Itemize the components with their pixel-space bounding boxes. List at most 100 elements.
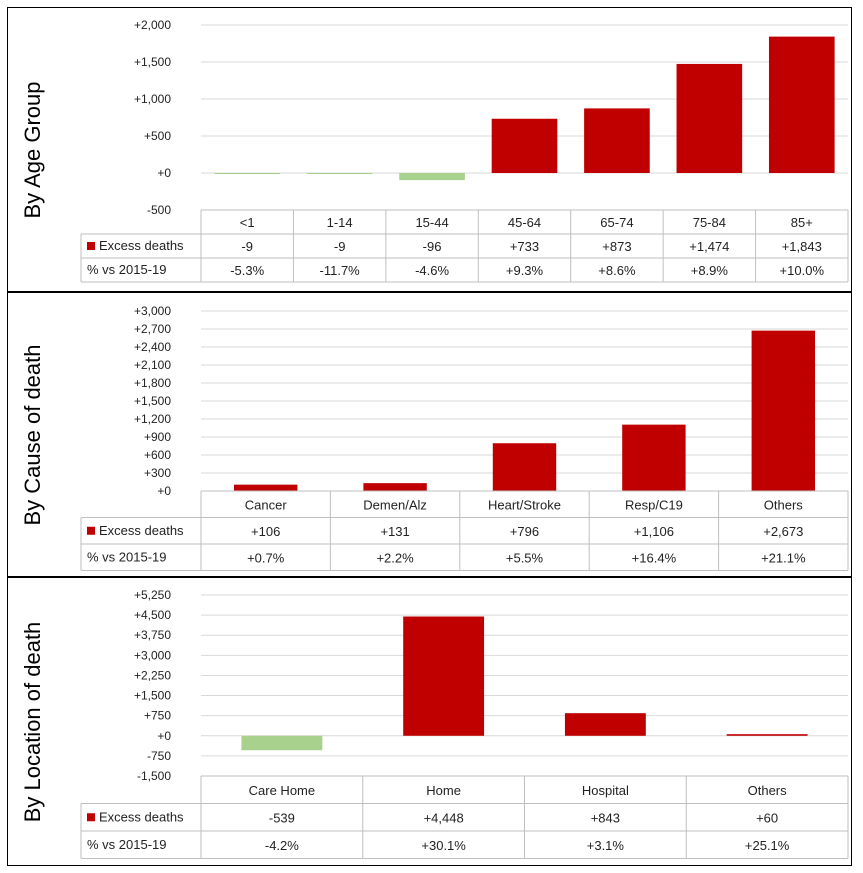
y-tick-label: +1,000: [134, 92, 171, 106]
excess-deaths-value: +106: [251, 524, 280, 539]
bar: [584, 108, 650, 173]
excess-deaths-value: +796: [510, 524, 539, 539]
row-label-excess: Excess deaths: [99, 809, 184, 824]
row-label-pct: % vs 2015-19: [87, 837, 167, 852]
pct-vs-2015-19-value: +8.6%: [598, 263, 636, 278]
category-label: 1-14: [327, 215, 353, 230]
y-tick-label: -1,500: [137, 769, 171, 783]
category-label: Hospital: [582, 783, 629, 798]
y-tick-label: +1,200: [134, 412, 171, 426]
y-tick-label: +600: [144, 448, 171, 462]
pct-vs-2015-19-value: +9.3%: [506, 263, 544, 278]
excess-deaths-value: +1,474: [689, 239, 729, 254]
panel-by-location: By Location of death -1,500 -750 +0 +750 +1,…: [7, 577, 852, 866]
category-label: Care Home: [249, 783, 315, 798]
excess-deaths-value: +2,673: [763, 524, 803, 539]
y-tick-label: +2,250: [134, 668, 171, 682]
pct-vs-2015-19-value: +0.7%: [247, 550, 285, 565]
y-tick-label: +2,000: [134, 18, 171, 32]
legend-swatch: [87, 242, 95, 250]
category-label: 15-44: [415, 215, 448, 230]
pct-vs-2015-19-value: -11.7%: [320, 263, 361, 278]
y-tick-label: +300: [144, 466, 171, 480]
pct-vs-2015-19-value: +16.4%: [632, 550, 677, 565]
bar: [363, 483, 427, 491]
bar: [214, 173, 281, 174]
excess-deaths-value: -96: [423, 239, 442, 254]
category-label: Others: [748, 783, 788, 798]
bar: [751, 330, 816, 491]
bar: [492, 443, 557, 491]
excess-deaths-value: -9: [241, 239, 253, 254]
pct-vs-2015-19-value: +2.2%: [376, 550, 414, 565]
bar: [233, 484, 298, 491]
excess-deaths-value: +131: [380, 524, 409, 539]
y-tick-label: +900: [144, 430, 171, 444]
y-tick-label: +3,000: [134, 304, 171, 318]
y-tick-label: +2,700: [134, 322, 171, 336]
excess-deaths-value: +733: [510, 239, 539, 254]
excess-deaths-value: -9: [334, 239, 346, 254]
y-tick-label: +0: [157, 166, 171, 180]
category-label: Heart/Stroke: [488, 497, 561, 512]
category-label: 85+: [791, 215, 813, 230]
y-tick-label: +1,500: [134, 394, 171, 408]
excess-deaths-value: +843: [591, 810, 620, 825]
category-label: Resp/C19: [625, 497, 683, 512]
bar: [491, 118, 558, 173]
legend-swatch: [87, 813, 95, 822]
pct-vs-2015-19-value: +8.9%: [691, 263, 729, 278]
panel-by-age-group: By Age Group -500 +0 +500 +1,000 +1,500 +2,00…: [7, 7, 852, 292]
pct-vs-2015-19-value: +21.1%: [761, 550, 806, 565]
y-tick-label: +2,100: [134, 358, 171, 372]
y-tick-label: +1,800: [134, 376, 171, 390]
pct-vs-2015-19-value: +5.5%: [506, 550, 544, 565]
bar: [306, 173, 373, 174]
excess-deaths-value: +873: [602, 239, 631, 254]
excess-deaths-value: +1,106: [634, 524, 674, 539]
category-label: Others: [764, 497, 804, 512]
pct-vs-2015-19-value: +25.1%: [745, 838, 790, 853]
y-tick-label: +4,500: [134, 608, 171, 622]
cause-chart: +0 +300 +600 +900 +1,200 +1,500 +1,800 +2,100 +2…: [80, 304, 849, 571]
category-label: 65-74: [600, 215, 633, 230]
category-label: 75-84: [693, 215, 726, 230]
bar: [399, 173, 465, 181]
location-chart: -1,500 -750 +0 +750 +1,500 +2,250 +3,000 +3,750…: [80, 588, 849, 859]
excess-deaths-value: +4,448: [424, 810, 464, 825]
bar: [676, 63, 743, 174]
y-tick-label: +750: [144, 709, 171, 723]
pct-vs-2015-19-value: -4.2%: [265, 838, 299, 853]
pct-vs-2015-19-value: -4.6%: [415, 263, 449, 278]
y-tick-label: -500: [147, 203, 171, 217]
excess-deaths-value: +60: [756, 810, 778, 825]
y-tick-label: +0: [157, 729, 171, 743]
pct-vs-2015-19-value: +30.1%: [421, 838, 466, 853]
legend-swatch: [87, 526, 95, 535]
row-label-excess: Excess deaths: [99, 238, 184, 253]
y-tick-label: +3,000: [134, 648, 171, 662]
y-tick-label: +3,750: [134, 628, 171, 642]
pct-vs-2015-19-value: +10.0%: [780, 263, 825, 278]
y-tick-label: -750: [147, 749, 171, 763]
category-label: Demen/Alz: [363, 497, 427, 512]
bar: [241, 735, 323, 751]
pct-vs-2015-19-value: +3.1%: [587, 838, 625, 853]
category-label: Home: [426, 783, 461, 798]
category-label: <1: [240, 215, 255, 230]
y-tick-label: +500: [144, 129, 171, 143]
category-label: 45-64: [508, 215, 541, 230]
bar: [768, 36, 835, 174]
pct-vs-2015-19-value: -5.3%: [230, 263, 264, 278]
row-label-pct: % vs 2015-19: [87, 262, 167, 277]
age-group-chart: -500 +0 +500 +1,000 +1,500 +2,000 Excess death…: [80, 18, 849, 283]
row-label-pct: % vs 2015-19: [87, 549, 167, 564]
excess-deaths-value: +1,843: [782, 239, 822, 254]
panel-by-cause: By Cause of death +0 +300 +600 +900 +1,200 +1…: [7, 292, 852, 577]
excess-deaths-value: -539: [269, 810, 295, 825]
y-tick-label: +1,500: [134, 689, 171, 703]
y-tick-label: +2,400: [134, 340, 171, 354]
y-tick-label: +1,500: [134, 55, 171, 69]
bar: [403, 616, 485, 736]
bar: [622, 424, 686, 491]
